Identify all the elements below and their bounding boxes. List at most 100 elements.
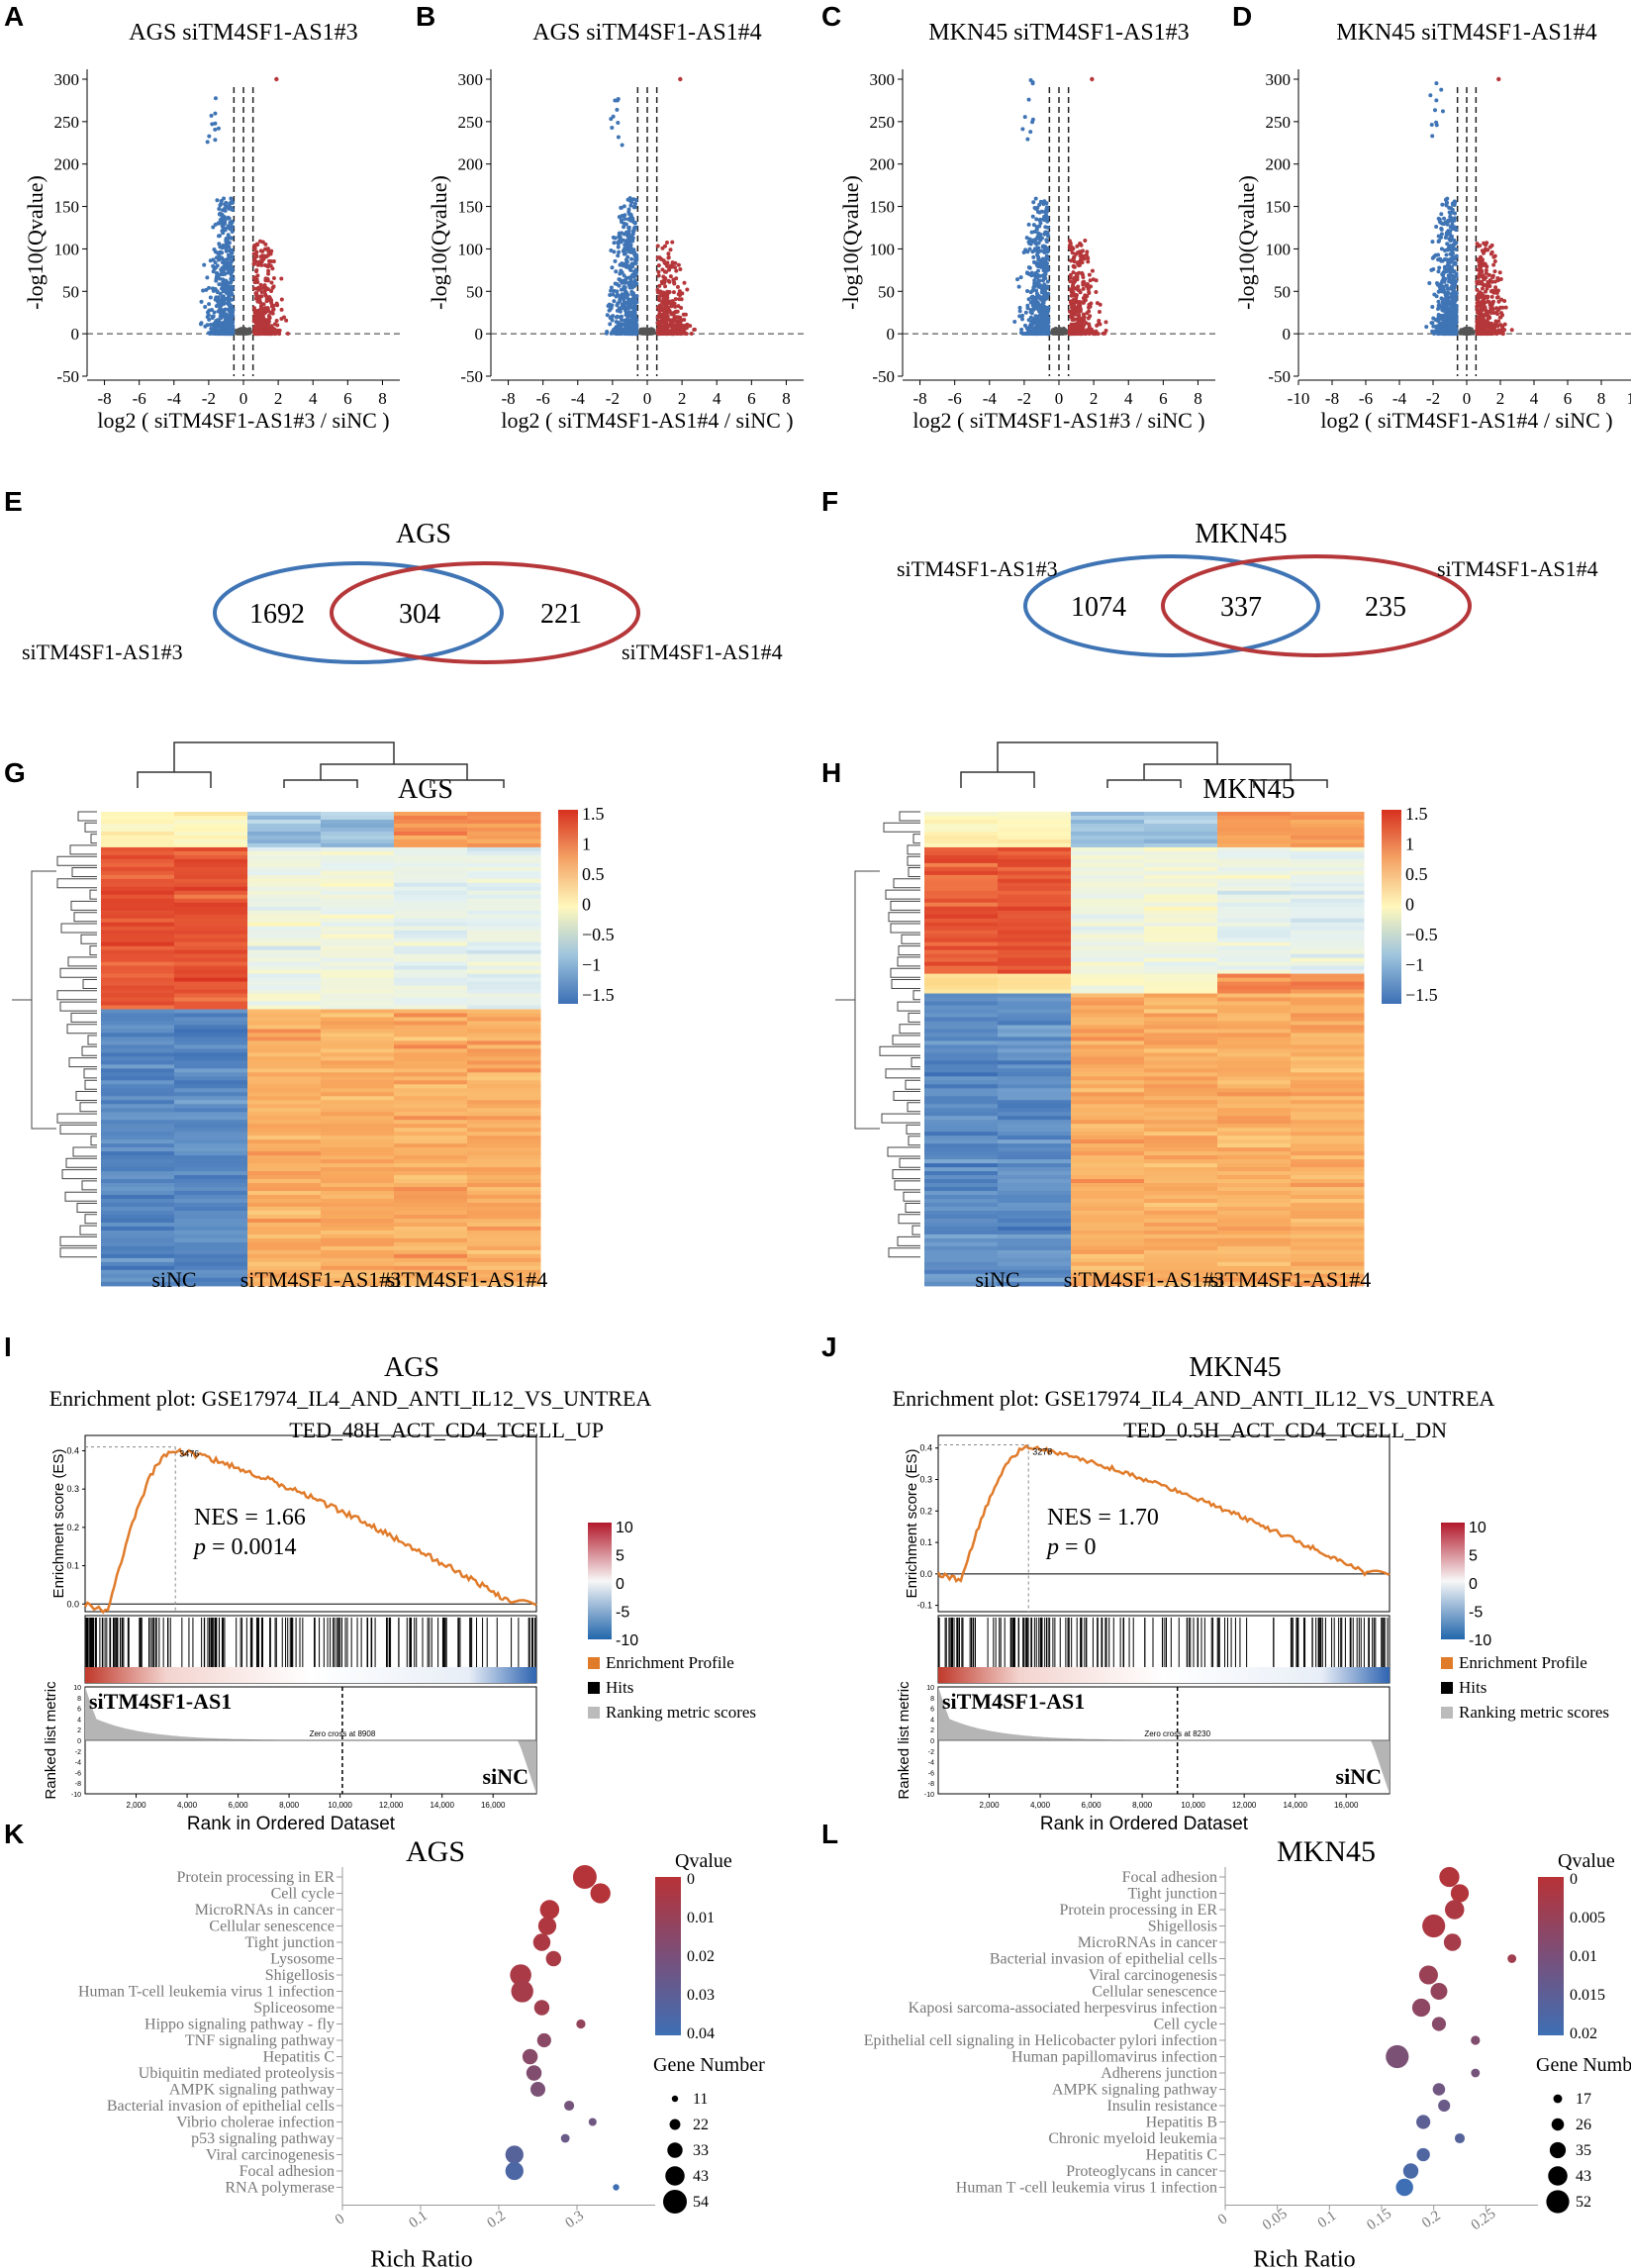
point-down	[215, 198, 220, 203]
point-down	[208, 332, 213, 337]
point-down	[224, 238, 229, 243]
x-tick-label: 2	[1090, 389, 1099, 408]
point-up	[679, 325, 684, 330]
point-up	[262, 283, 267, 288]
point-up	[251, 319, 256, 324]
point-up	[252, 275, 257, 280]
point-down	[224, 318, 229, 323]
point-up	[670, 240, 675, 245]
point-down	[616, 245, 621, 249]
point-down	[230, 269, 235, 274]
point-down	[224, 200, 229, 205]
x-tick-label: -6	[536, 389, 550, 408]
point-down	[628, 329, 633, 334]
point-up	[664, 241, 669, 246]
point-down	[227, 216, 232, 221]
point-up	[258, 248, 263, 253]
x-tick-label: 0	[240, 389, 248, 408]
point-down	[634, 281, 639, 286]
point-up	[261, 302, 266, 307]
point-down	[616, 96, 621, 101]
point-up	[689, 332, 694, 337]
point-up	[661, 291, 666, 296]
point-up	[671, 323, 676, 328]
y-tick-label: 200	[870, 155, 896, 174]
point-down	[625, 254, 630, 259]
point-down	[229, 221, 234, 226]
panel-label-j: J	[821, 1331, 837, 1362]
volcano-points	[1012, 76, 1108, 337]
point-down	[620, 231, 624, 236]
point-down	[622, 251, 626, 256]
point-down	[616, 135, 621, 140]
point-down	[626, 304, 631, 309]
point-down	[228, 227, 233, 232]
point-down	[217, 221, 222, 226]
y-tick-label: 150	[870, 198, 896, 217]
point-down	[628, 217, 633, 222]
point-up	[265, 306, 270, 311]
x-tick-label: -4	[571, 389, 586, 408]
x-tick-label: 6	[343, 389, 352, 408]
point-down	[206, 310, 211, 315]
point-down	[224, 245, 229, 249]
point-down	[627, 285, 632, 290]
point-down	[207, 317, 212, 322]
point-down	[621, 238, 625, 243]
point-down	[214, 331, 219, 336]
point-down	[1046, 305, 1051, 310]
point-down	[221, 280, 226, 285]
point-down	[619, 287, 624, 292]
panel-label-e: E	[4, 486, 23, 517]
point-up	[254, 330, 259, 335]
point-down	[223, 288, 228, 293]
point-up	[269, 304, 274, 309]
x-tick-label: 2	[678, 389, 687, 408]
point-up	[662, 311, 667, 316]
point-down	[213, 260, 218, 265]
point-down	[631, 204, 636, 209]
x-tick-label: -8	[912, 389, 926, 408]
point-down	[620, 261, 624, 266]
point-up	[267, 316, 272, 321]
x-tick-label: -4	[167, 389, 182, 408]
point-down	[613, 236, 618, 241]
point-down	[631, 197, 636, 202]
point-down	[216, 321, 221, 326]
point-down	[217, 282, 222, 287]
y-tick-label: 250	[870, 113, 896, 132]
point-down	[632, 260, 637, 265]
point-up	[270, 307, 275, 312]
point-up	[269, 327, 274, 332]
point-up	[265, 247, 270, 251]
point-down	[615, 289, 620, 294]
point-down	[221, 320, 226, 325]
point-down	[633, 269, 638, 274]
volcano-y-label: -log10(Qvalue)	[23, 175, 48, 310]
point-down	[1044, 240, 1049, 245]
point-down	[620, 143, 624, 148]
point-ns	[652, 331, 656, 336]
y-tick-label: 50	[878, 282, 895, 301]
point-down	[615, 107, 620, 112]
panel-label-k: K	[4, 1819, 24, 1849]
point-down	[205, 275, 210, 280]
point-down	[618, 271, 623, 276]
point-down	[628, 267, 633, 272]
point-down	[628, 301, 633, 306]
point-down	[1017, 309, 1022, 314]
x-tick-label: -6	[133, 389, 146, 408]
point-up	[264, 331, 269, 336]
point-up	[678, 266, 683, 271]
point-up	[274, 301, 279, 306]
point-up	[679, 306, 684, 311]
point-up	[252, 309, 257, 314]
point-up	[659, 304, 664, 309]
point-down	[607, 308, 612, 313]
point-down	[619, 295, 624, 300]
point-down	[1029, 230, 1034, 235]
point-down	[619, 205, 624, 210]
point-down	[220, 229, 225, 234]
point-up	[264, 294, 269, 299]
point-down	[625, 234, 630, 239]
